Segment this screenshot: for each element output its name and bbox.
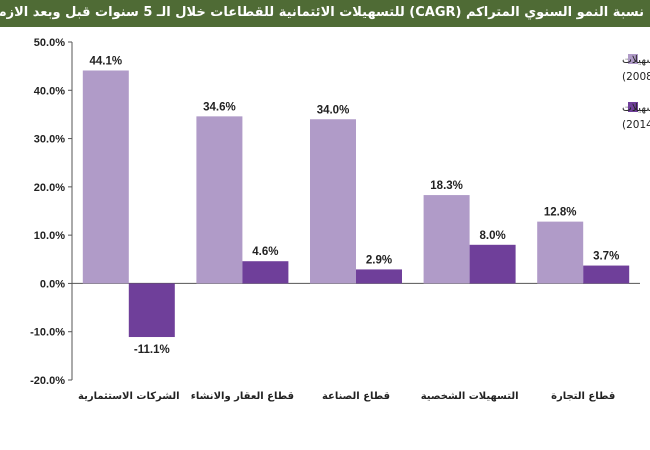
data-label: 44.1%: [89, 55, 122, 67]
y-tick-label: 10.0%: [34, 230, 65, 242]
legend-swatch: [628, 54, 638, 64]
data-label: 34.6%: [203, 101, 236, 113]
data-label: 34.0%: [317, 104, 350, 116]
x-category-label: التسهيلات الشخصية: [421, 391, 519, 402]
legend-label: الائتمانية (2008-2014): [622, 119, 650, 131]
bar: [310, 119, 356, 284]
data-label: 8.0%: [479, 230, 505, 242]
bar: [82, 70, 129, 284]
bar: [128, 283, 175, 338]
chart-title: نسبة النمو السنوي المتراكم (CAGR) للتسهي…: [0, 5, 644, 20]
data-label: 18.3%: [430, 180, 463, 192]
y-tick-label: 30.0%: [34, 134, 65, 146]
y-tick-label: -20.0%: [30, 375, 65, 387]
y-tick-label: 50.0%: [34, 37, 65, 49]
legend-label: نسبة النمو السنوي المتراكم في التسهيلات: [622, 102, 650, 114]
data-label: 12.8%: [544, 207, 577, 219]
data-label: 3.7%: [593, 251, 619, 263]
x-category-label: قطاع التجارة: [551, 391, 615, 402]
data-label: -11.1%: [134, 344, 170, 356]
x-category-label: قطاع العقار والانشاء: [191, 391, 294, 402]
bar: [469, 244, 516, 284]
data-label: 4.6%: [252, 246, 278, 258]
y-tick-label: 20.0%: [34, 182, 65, 194]
bar: [537, 221, 584, 284]
y-tick-label: 0.0%: [40, 278, 65, 290]
y-tick-label: 40.0%: [34, 85, 65, 97]
bar: [583, 265, 630, 284]
bar: [242, 261, 289, 284]
bar: [423, 195, 470, 284]
bar: [356, 269, 402, 284]
x-category-label: الشركات الاستثمارية: [78, 391, 180, 402]
bar: [196, 116, 243, 284]
data-label: 2.9%: [366, 254, 392, 266]
legend-label: الائتمانية (2004-2008): [622, 71, 650, 83]
legend-swatch: [628, 102, 638, 112]
y-tick-label: -10.0%: [30, 327, 65, 339]
legend-label: نسبة النمو السنوي المتراكم في التسهيلات: [622, 54, 650, 66]
x-category-label: قطاع الصناعة: [322, 391, 390, 402]
title-bar: نسبة النمو السنوي المتراكم (CAGR) للتسهي…: [0, 0, 650, 27]
